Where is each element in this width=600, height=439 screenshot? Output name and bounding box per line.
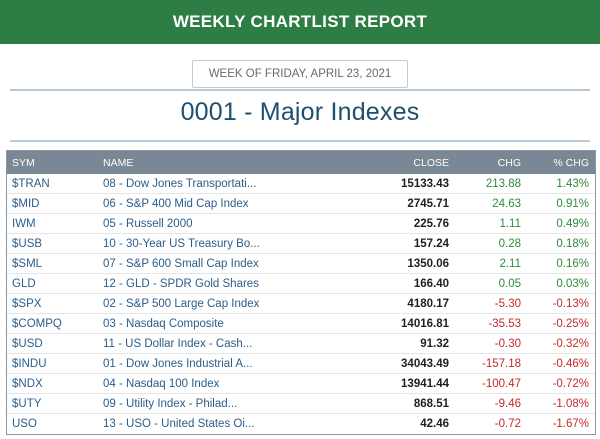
section-title: 0001 - Major Indexes bbox=[180, 98, 420, 126]
table-row[interactable]: IWM 05 - Russell 2000 225.76 1.11 0.49% bbox=[7, 214, 595, 234]
symbol-link[interactable]: $TRAN bbox=[12, 177, 50, 190]
symbol-link[interactable]: $INDU bbox=[12, 357, 47, 370]
table-row[interactable]: $TRAN 08 - Dow Jones Transportati... 15133… bbox=[7, 174, 595, 194]
table-row[interactable]: $NDX 04 - Nasdaq 100 Index 13941.44 -100.47… bbox=[7, 374, 595, 394]
name-link[interactable]: 03 - Nasdaq Composite bbox=[103, 317, 224, 330]
close-value: 1350.06 bbox=[407, 257, 449, 270]
percent-change-value: -0.25% bbox=[552, 317, 589, 330]
symbol-link[interactable]: $MID bbox=[12, 197, 40, 210]
symbol-link[interactable]: $USB bbox=[12, 237, 43, 250]
name-link[interactable]: 06 - S&P 400 Mid Cap Index bbox=[103, 197, 249, 210]
change-value: 24.63 bbox=[492, 197, 521, 210]
change-value: -157.18 bbox=[481, 357, 521, 370]
change-value: 2.11 bbox=[499, 257, 521, 270]
table-header: SYM NAME CLOSE CHG % CHG bbox=[7, 151, 595, 174]
percent-change-value: -0.46% bbox=[552, 357, 589, 370]
table-row[interactable]: $MID 06 - S&P 400 Mid Cap Index 2745.71 24.… bbox=[7, 194, 595, 214]
symbol-link[interactable]: IWM bbox=[12, 217, 36, 230]
symbol-link[interactable]: $COMPQ bbox=[12, 317, 62, 330]
symbol-link[interactable]: GLD bbox=[12, 277, 36, 290]
table-body: $TRAN 08 - Dow Jones Transportati... 15133… bbox=[7, 174, 595, 434]
table-row[interactable]: $SML 07 - S&P 600 Small Cap Index 1350.06 2… bbox=[7, 254, 595, 274]
close-value: 15133.43 bbox=[401, 177, 449, 190]
change-value: 213.88 bbox=[485, 177, 521, 190]
percent-change-value: 1.43% bbox=[556, 177, 589, 190]
change-value: -35.53 bbox=[488, 317, 521, 330]
symbol-link[interactable]: USO bbox=[12, 418, 37, 430]
close-value: 34043.49 bbox=[401, 357, 449, 370]
table-row[interactable]: $COMPQ 03 - Nasdaq Composite 14016.81 -35.5… bbox=[7, 314, 595, 334]
close-value: 225.76 bbox=[413, 217, 449, 230]
change-value: -5.30 bbox=[494, 297, 521, 310]
close-value: 166.40 bbox=[413, 277, 449, 290]
name-link[interactable]: 09 - Utility Index - Philad... bbox=[103, 397, 238, 410]
change-value: 1.11 bbox=[499, 217, 521, 230]
close-value: 4180.17 bbox=[407, 297, 449, 310]
name-link[interactable]: 04 - Nasdaq 100 Index bbox=[103, 377, 220, 390]
table-row[interactable]: $INDU 01 - Dow Jones Industrial A... 34043… bbox=[7, 354, 595, 374]
report-title: WEEKLY CHARTLIST REPORT bbox=[172, 12, 428, 31]
percent-change-value: 0.91% bbox=[556, 197, 589, 210]
percent-change-value: -1.08% bbox=[552, 397, 589, 410]
column-header-chg[interactable]: CHG bbox=[497, 156, 521, 169]
symbol-link[interactable]: $SPX bbox=[12, 297, 42, 310]
close-value: 157.24 bbox=[413, 237, 449, 250]
divider-bottom bbox=[10, 140, 590, 142]
table-row[interactable]: USO 13 - USO - United States Oi... 42.46 -0… bbox=[7, 414, 595, 434]
chartlist-table: SYM NAME CLOSE CHG % CHG $TRAN 08 - Dow J… bbox=[6, 150, 596, 435]
percent-change-value: -1.67% bbox=[552, 418, 589, 430]
table-row[interactable]: $UTY 09 - Utility Index - Philad... 868.51… bbox=[7, 394, 595, 414]
close-value: 42.46 bbox=[420, 418, 449, 430]
week-label-box: WEEK OF FRIDAY, APRIL 23, 2021 bbox=[192, 60, 408, 88]
percent-change-value: -0.32% bbox=[552, 337, 589, 350]
symbol-link[interactable]: $NDX bbox=[12, 377, 43, 390]
table-row[interactable]: $USB 10 - 30-Year US Treasury Bo... 157.24… bbox=[7, 234, 595, 254]
symbol-link[interactable]: $UTY bbox=[12, 397, 42, 410]
percent-change-value: 0.16% bbox=[556, 257, 589, 270]
report-banner: WEEKLY CHARTLIST REPORT bbox=[0, 0, 600, 44]
name-link[interactable]: 12 - GLD - SPDR Gold Shares bbox=[103, 277, 259, 290]
close-value: 2745.71 bbox=[407, 197, 449, 210]
close-value: 868.51 bbox=[413, 397, 449, 410]
name-link[interactable]: 11 - US Dollar Index - Cash... bbox=[103, 337, 253, 350]
change-value: -100.47 bbox=[481, 377, 521, 390]
close-value: 91.32 bbox=[420, 337, 449, 350]
name-link[interactable]: 10 - 30-Year US Treasury Bo... bbox=[103, 237, 260, 250]
close-value: 13941.44 bbox=[401, 377, 449, 390]
name-link[interactable]: 05 - Russell 2000 bbox=[103, 217, 193, 230]
column-header-pct-chg[interactable]: % CHG bbox=[553, 156, 589, 169]
column-header-close[interactable]: CLOSE bbox=[413, 156, 449, 169]
change-value: 0.28 bbox=[498, 237, 521, 250]
symbol-link[interactable]: $SML bbox=[12, 257, 43, 270]
column-header-sym[interactable]: SYM bbox=[12, 156, 35, 169]
percent-change-value: -0.72% bbox=[552, 377, 589, 390]
close-value: 14016.81 bbox=[401, 317, 449, 330]
percent-change-value: 0.18% bbox=[556, 237, 589, 250]
symbol-link[interactable]: $USD bbox=[12, 337, 43, 350]
name-link[interactable]: 08 - Dow Jones Transportati... bbox=[103, 177, 257, 190]
percent-change-value: 0.49% bbox=[556, 217, 589, 230]
change-value: -9.46 bbox=[494, 397, 521, 410]
change-value: -0.30 bbox=[494, 337, 521, 350]
column-header-name[interactable]: NAME bbox=[103, 156, 134, 169]
name-link[interactable]: 02 - S&P 500 Large Cap Index bbox=[103, 297, 260, 310]
change-value: 0.05 bbox=[498, 277, 521, 290]
name-link[interactable]: 13 - USO - United States Oi... bbox=[103, 418, 255, 430]
table-row[interactable]: $USD 11 - US Dollar Index - Cash... 91.32 -… bbox=[7, 334, 595, 354]
week-label: WEEK OF FRIDAY, APRIL 23, 2021 bbox=[208, 68, 392, 80]
table-row[interactable]: GLD 12 - GLD - SPDR Gold Shares 166.40 0.05… bbox=[7, 274, 595, 294]
divider-top bbox=[10, 89, 590, 91]
percent-change-value: -0.13% bbox=[552, 297, 589, 310]
name-link[interactable]: 01 - Dow Jones Industrial A... bbox=[103, 357, 253, 370]
table-row[interactable]: $SPX 02 - S&P 500 Large Cap Index 4180.17 -… bbox=[7, 294, 595, 314]
change-value: -0.72 bbox=[494, 418, 521, 430]
percent-change-value: 0.03% bbox=[556, 277, 589, 290]
name-link[interactable]: 07 - S&P 600 Small Cap Index bbox=[103, 257, 259, 270]
